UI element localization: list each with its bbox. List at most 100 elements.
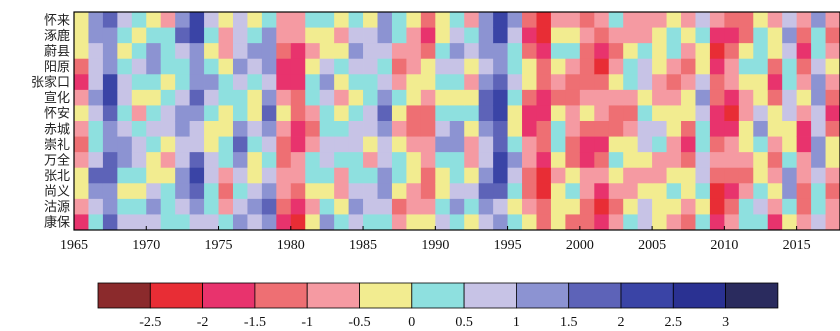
heat-cell [594, 89, 610, 106]
heat-cell [536, 58, 552, 75]
heat-cell [363, 58, 378, 75]
heat-cell [334, 105, 349, 122]
heat-cell [825, 136, 840, 153]
heat-cell [579, 74, 595, 91]
heat-cell [695, 152, 711, 169]
heat-cell [319, 58, 335, 75]
heat-cell [276, 43, 292, 60]
heat-cell [782, 214, 798, 231]
heat-cell [261, 27, 277, 44]
heat-cell [189, 74, 205, 91]
heat-cell [724, 167, 740, 184]
heat-cell [348, 198, 364, 215]
heat-cell [550, 152, 566, 169]
heat-cell [232, 58, 248, 75]
heat-cell [681, 121, 696, 137]
heat-cell [276, 136, 292, 153]
heat-cell [493, 89, 508, 106]
heat-cell [449, 27, 465, 44]
x-tick-label: 1990 [421, 238, 449, 253]
heat-cell [261, 183, 277, 200]
heat-cell [131, 74, 147, 91]
heat-cell [276, 183, 292, 200]
heat-cell [493, 136, 508, 153]
heat-cell [695, 58, 711, 75]
heat-cell [796, 183, 812, 200]
heat-cell [131, 214, 147, 231]
heat-cell [232, 198, 248, 215]
heat-cell [536, 27, 552, 44]
heat-cell [767, 152, 783, 169]
heat-cell [175, 43, 191, 60]
heat-cell [160, 12, 176, 28]
heat-cell [334, 74, 349, 91]
heat-cell [464, 74, 480, 91]
heat-cell [88, 152, 104, 169]
heat-cell [825, 121, 840, 137]
heat-cell [724, 43, 740, 60]
heat-cell [507, 105, 523, 122]
heat-cell [435, 214, 451, 231]
heat-cell [594, 152, 610, 169]
heatmap-cells [74, 12, 840, 231]
heat-cell [550, 198, 566, 215]
heat-cell [247, 74, 263, 91]
heat-cell [363, 89, 378, 106]
heat-cell [536, 105, 552, 122]
heat-cell [218, 183, 234, 200]
heat-cell [565, 198, 581, 215]
heat-cell [695, 27, 711, 44]
heat-cell [88, 58, 104, 75]
heat-cell [363, 136, 378, 153]
heat-cell [102, 12, 118, 28]
heat-cell [117, 105, 133, 122]
colorbar-tick-label: -0.5 [348, 315, 370, 330]
heat-cell [579, 198, 595, 215]
heat-cell [681, 27, 696, 44]
heat-cell [334, 12, 349, 28]
heat-cell [681, 74, 696, 91]
heat-cell [738, 198, 754, 215]
heat-cell [74, 183, 89, 200]
heat-cell [464, 152, 480, 169]
heat-cell [825, 43, 840, 60]
heat-cell [594, 183, 610, 200]
heat-cell [493, 27, 508, 44]
heat-cell [594, 12, 610, 28]
heat-cell [290, 121, 306, 137]
heat-cell [724, 152, 740, 169]
heat-cell [348, 89, 364, 106]
heat-cell [522, 152, 537, 169]
heat-cell [550, 183, 566, 200]
heat-cell [767, 12, 783, 28]
heat-cell [175, 58, 191, 75]
heat-cell [782, 167, 798, 184]
heat-cell [681, 105, 696, 122]
heat-cell [579, 152, 595, 169]
heat-cell [753, 58, 769, 75]
heat-cell [160, 27, 176, 44]
heat-cell [709, 105, 725, 122]
heat-cell [507, 183, 523, 200]
heat-cell [435, 167, 451, 184]
heat-cell [666, 89, 682, 106]
heat-cell [290, 152, 306, 169]
heat-cell [189, 121, 205, 137]
x-tick-label: 2015 [783, 238, 811, 253]
heat-cell [247, 167, 263, 184]
heat-cell [160, 214, 176, 231]
station-label: 张家口 [31, 75, 70, 91]
heat-cell [102, 74, 118, 91]
heat-cell [189, 136, 205, 153]
heat-cell [305, 27, 321, 44]
station-label: 万全 [44, 152, 70, 168]
heat-cell [724, 214, 740, 231]
heat-cell [276, 214, 292, 231]
heat-cell [724, 105, 740, 122]
heat-cell [738, 183, 754, 200]
heat-cell [160, 198, 176, 215]
heat-cell [160, 105, 176, 122]
station-label: 蔚县 [44, 44, 70, 59]
heat-cell [290, 214, 306, 231]
